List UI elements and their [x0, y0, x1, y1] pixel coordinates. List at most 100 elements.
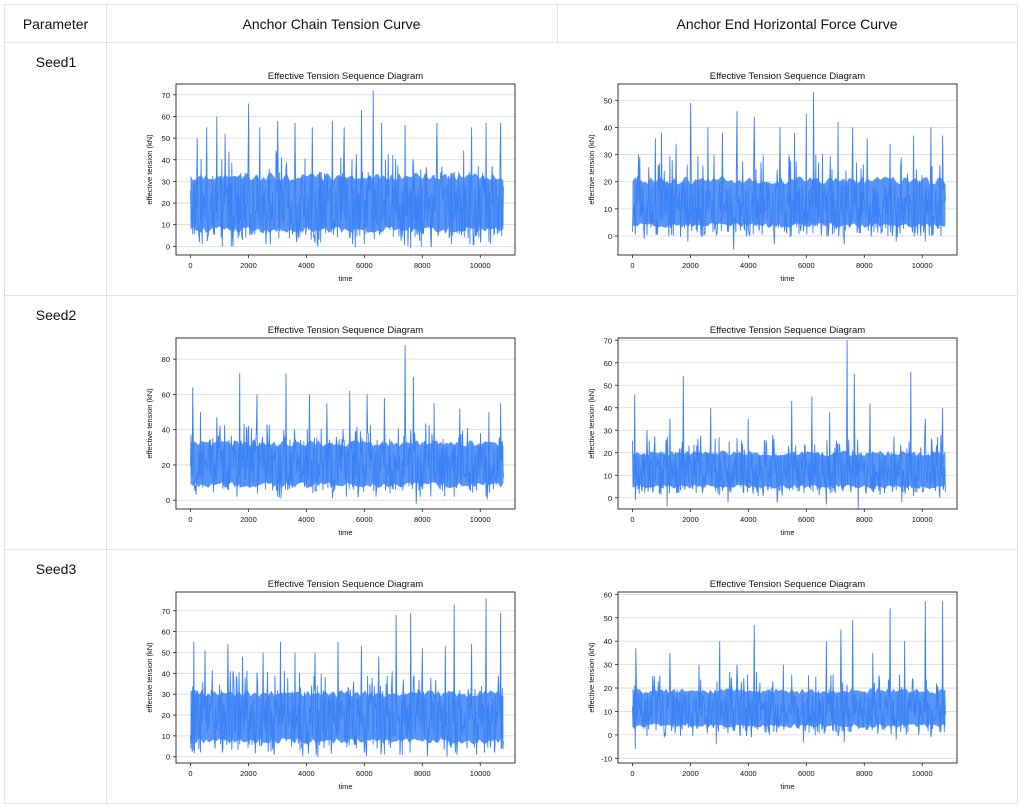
- x-tick-label: 8000: [856, 769, 873, 778]
- x-tick-label: 2000: [682, 515, 699, 524]
- y-tick-label: 60: [162, 390, 170, 399]
- x-tick-label: 10000: [912, 769, 933, 778]
- chart-title: Effective Tension Sequence Diagram: [268, 325, 424, 336]
- y-tick-label: 50: [604, 614, 612, 623]
- x-axis-label: time: [338, 782, 352, 791]
- plot-frame: [175, 83, 516, 256]
- series-line: [632, 601, 946, 749]
- y-tick-label: 70: [162, 91, 170, 100]
- x-tick-label: 8000: [856, 515, 873, 524]
- y-tick-label: 70: [604, 336, 612, 345]
- y-tick-label: 10: [604, 471, 612, 480]
- row-divider: [5, 549, 1017, 550]
- y-tick-label: 10: [162, 221, 170, 230]
- y-tick-label: 30: [604, 426, 612, 435]
- x-tick-label: 8000: [856, 261, 873, 270]
- x-tick-label: 10000: [470, 261, 491, 270]
- y-tick-label: 0: [608, 494, 612, 503]
- series-line: [190, 598, 504, 757]
- comparison-table: Parameter Anchor Chain Tension Curve Anc…: [4, 4, 1018, 804]
- x-tick-label: 10000: [912, 515, 933, 524]
- y-tick-label: 60: [604, 590, 612, 599]
- y-tick-label: 70: [162, 607, 170, 616]
- x-tick-label: 10000: [470, 769, 491, 778]
- plot-frame: [617, 83, 958, 256]
- x-tick-label: 0: [630, 515, 634, 524]
- y-tick-label: 50: [604, 96, 612, 105]
- y-tick-label: 30: [162, 690, 170, 699]
- y-tick-label: 0: [166, 242, 170, 251]
- x-tick-label: 2000: [240, 261, 257, 270]
- header-divider: [5, 42, 1017, 43]
- y-tick-label: 50: [162, 648, 170, 657]
- x-tick-label: 8000: [414, 261, 431, 270]
- x-tick-label: 0: [188, 769, 192, 778]
- y-tick-label: 20: [162, 199, 170, 208]
- series-line: [190, 90, 504, 249]
- y-tick-label: 0: [166, 753, 170, 762]
- x-tick-label: 6000: [356, 261, 373, 270]
- column-divider: [106, 5, 107, 803]
- row-label-seed3: Seed3: [35, 561, 77, 577]
- y-tick-label: 50: [162, 134, 170, 143]
- row-label-seed2: Seed2: [35, 307, 77, 323]
- x-tick-label: 4000: [740, 769, 757, 778]
- x-axis-label: time: [780, 528, 794, 537]
- chart-seed2-anchor-chain-tension: Effective Tension Sequence Diagram 0 20 40 6…: [145, 325, 516, 537]
- x-tick-label: 4000: [298, 769, 315, 778]
- y-tick-label: 30: [162, 177, 170, 186]
- chart-title: Effective Tension Sequence Diagram: [268, 71, 424, 82]
- y-tick-label: 40: [162, 156, 170, 165]
- y-tick-label: 20: [604, 178, 612, 187]
- x-tick-label: 0: [188, 261, 192, 270]
- chart-seed3-anchor-chain-tension: Effective Tension Sequence Diagram 0 10 20 3…: [145, 579, 516, 791]
- y-tick-label: 20: [162, 461, 170, 470]
- y-tick-label: 60: [162, 628, 170, 637]
- chart-title: Effective Tension Sequence Diagram: [268, 579, 424, 590]
- y-tick-label: 60: [162, 112, 170, 121]
- x-tick-label: 0: [630, 769, 634, 778]
- y-tick-label: 40: [604, 404, 612, 413]
- x-tick-label: 10000: [470, 515, 491, 524]
- x-axis-label: time: [338, 528, 352, 537]
- chart-title: Effective Tension Sequence Diagram: [710, 579, 866, 590]
- x-axis-label: time: [338, 274, 352, 283]
- y-tick-label: 0: [166, 496, 170, 505]
- x-tick-label: 2000: [240, 515, 257, 524]
- series-line: [632, 92, 946, 250]
- x-axis-label: time: [780, 274, 794, 283]
- chart-title: Effective Tension Sequence Diagram: [710, 325, 866, 336]
- y-tick-label: 10: [604, 205, 612, 214]
- chart-title: Effective Tension Sequence Diagram: [710, 71, 866, 82]
- y-tick-label: 30: [604, 661, 612, 670]
- y-tick-label: 40: [162, 669, 170, 678]
- y-tick-label: 20: [604, 684, 612, 693]
- row-divider: [5, 295, 1017, 296]
- y-axis-label: effective tension (kN): [587, 388, 596, 459]
- x-tick-label: 6000: [798, 769, 815, 778]
- x-tick-label: 4000: [298, 515, 315, 524]
- y-tick-label: 40: [162, 426, 170, 435]
- x-tick-label: 6000: [356, 515, 373, 524]
- y-tick-label: 10: [604, 707, 612, 716]
- y-tick-label: 30: [604, 151, 612, 160]
- chart-seed2-anchor-end-horizontal-force: Effective Tension Sequence Diagram 0 10 20 3…: [587, 325, 958, 537]
- x-tick-label: 4000: [298, 261, 315, 270]
- header-anchor-end-horizontal-force: Anchor End Horizontal Force Curve: [676, 15, 898, 32]
- x-tick-label: 8000: [414, 769, 431, 778]
- y-tick-label: 20: [604, 449, 612, 458]
- y-tick-label: 0: [608, 731, 612, 740]
- x-tick-label: 0: [630, 261, 634, 270]
- row-label-seed1: Seed1: [35, 54, 77, 70]
- plot-frame: [617, 337, 958, 510]
- chart-seed3-anchor-end-horizontal-force: Effective Tension Sequence Diagram -10 0 10…: [587, 579, 958, 791]
- plot-frame: [617, 591, 958, 764]
- y-tick-label: 80: [162, 355, 170, 364]
- y-axis-label: effective tension (kN): [587, 134, 596, 205]
- series-line: [632, 340, 946, 510]
- chart-seed1-anchor-chain-tension: Effective Tension Sequence Diagram 0 10 20 3…: [145, 71, 516, 283]
- x-tick-label: 2000: [682, 261, 699, 270]
- y-tick-label: 20: [162, 711, 170, 720]
- x-tick-label: 6000: [798, 515, 815, 524]
- plot-frame: [175, 337, 516, 510]
